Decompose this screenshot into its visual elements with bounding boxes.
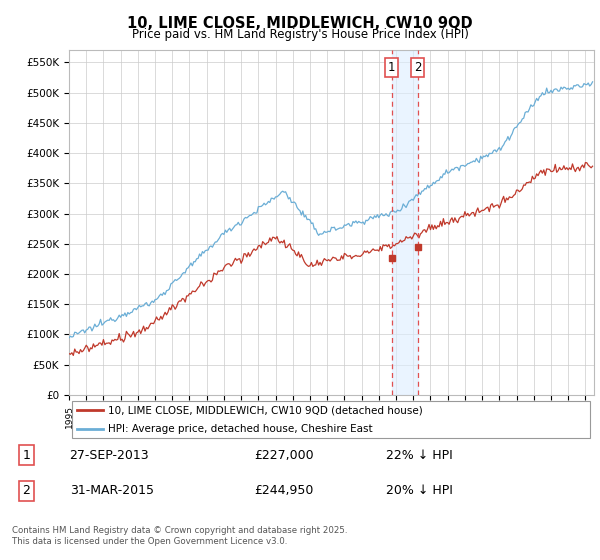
Text: 20% ↓ HPI: 20% ↓ HPI bbox=[386, 484, 453, 497]
Text: £227,000: £227,000 bbox=[254, 449, 314, 462]
FancyBboxPatch shape bbox=[71, 401, 590, 438]
Text: Price paid vs. HM Land Registry's House Price Index (HPI): Price paid vs. HM Land Registry's House … bbox=[131, 28, 469, 41]
Text: Contains HM Land Registry data © Crown copyright and database right 2025.
This d: Contains HM Land Registry data © Crown c… bbox=[12, 526, 347, 546]
Text: 1: 1 bbox=[22, 449, 31, 462]
Bar bbox=[392, 50, 418, 395]
Text: 10, LIME CLOSE, MIDDLEWICH, CW10 9QD (detached house): 10, LIME CLOSE, MIDDLEWICH, CW10 9QD (de… bbox=[109, 405, 423, 415]
Text: 22% ↓ HPI: 22% ↓ HPI bbox=[386, 449, 453, 462]
Text: 2: 2 bbox=[414, 60, 421, 74]
Text: HPI: Average price, detached house, Cheshire East: HPI: Average price, detached house, Ches… bbox=[109, 424, 373, 433]
Text: £244,950: £244,950 bbox=[254, 484, 313, 497]
Text: 1: 1 bbox=[388, 60, 395, 74]
Text: 10, LIME CLOSE, MIDDLEWICH, CW10 9QD: 10, LIME CLOSE, MIDDLEWICH, CW10 9QD bbox=[127, 16, 473, 31]
Text: 27-SEP-2013: 27-SEP-2013 bbox=[70, 449, 149, 462]
Text: 31-MAR-2015: 31-MAR-2015 bbox=[70, 484, 154, 497]
Text: 2: 2 bbox=[22, 484, 31, 497]
